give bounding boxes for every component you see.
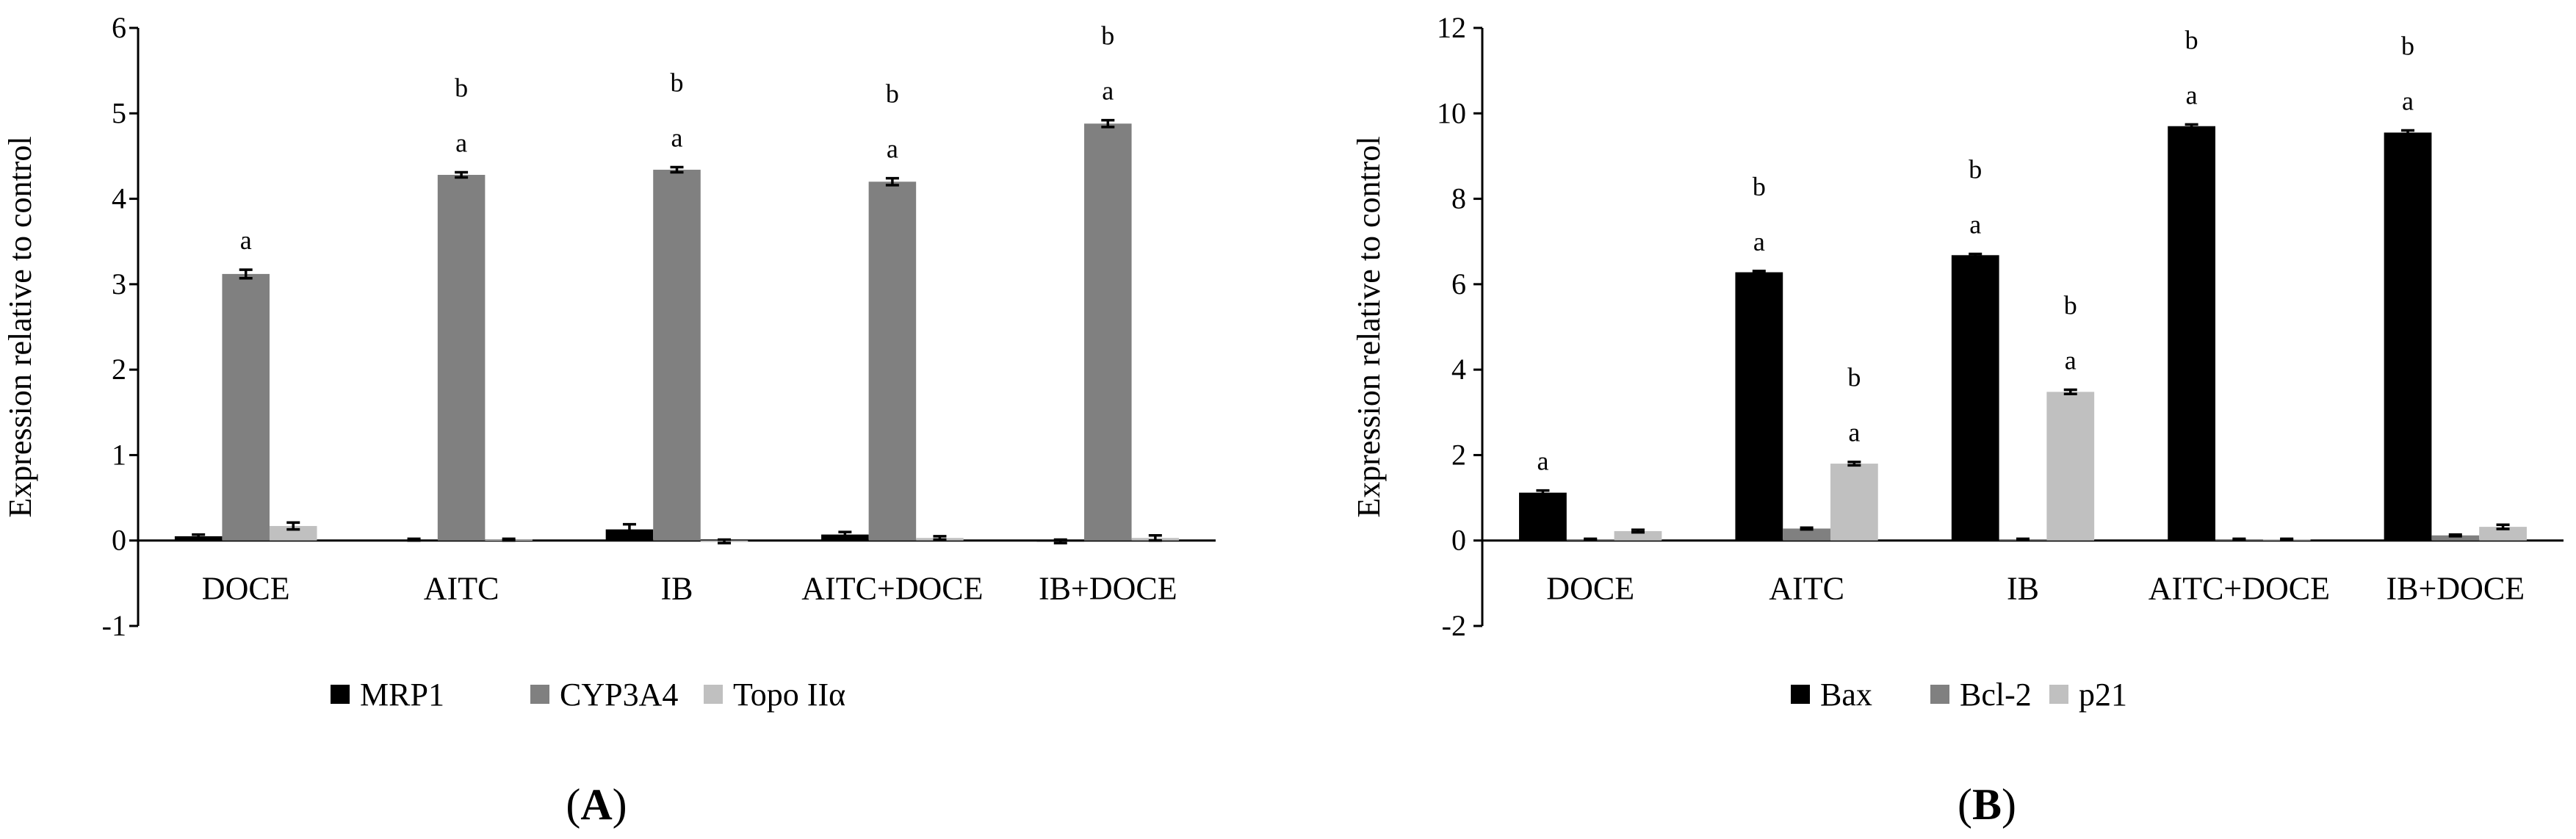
y-tick-label: 12 xyxy=(1437,11,1466,44)
significance-letter: b xyxy=(2064,290,2077,320)
legend-label: CYP3A4 xyxy=(560,677,678,713)
bar-bcl-2 xyxy=(1783,528,1830,541)
bar-p21 xyxy=(1830,464,1878,541)
y-tick-label: 8 xyxy=(1451,182,1466,215)
significance-letter: a xyxy=(2186,80,2198,109)
panel-label-close-paren: ) xyxy=(2002,780,2016,829)
panel-label-letter: B xyxy=(1972,780,2002,829)
x-tick-label: AITC xyxy=(1769,571,1844,607)
panel-label: (A) xyxy=(566,780,627,829)
significance-letter: a xyxy=(455,129,467,158)
bar-bax xyxy=(1735,272,1783,541)
significance-letter: b xyxy=(1847,363,1861,392)
panel-label-open-paren: ( xyxy=(566,780,580,829)
legend-label: Bax xyxy=(1820,677,1872,713)
y-tick-label: 3 xyxy=(112,267,126,300)
significance-letter: b xyxy=(1753,172,1766,201)
bar-topo-ii- xyxy=(269,525,317,541)
significance-letter: a xyxy=(1848,418,1860,447)
bar-cyp3a4 xyxy=(437,175,486,541)
bar-bcl-2 xyxy=(2431,535,2480,541)
bar-cyp3a4 xyxy=(653,170,701,541)
significance-letter: b xyxy=(2401,32,2414,61)
y-tick-label: 0 xyxy=(1451,524,1466,557)
panel-label-close-paren: ) xyxy=(613,780,627,829)
bar-p21 xyxy=(2046,392,2095,541)
legend-label: MRP1 xyxy=(360,677,444,713)
panel-label: (B) xyxy=(1958,780,2016,829)
x-tick-label: IB xyxy=(661,571,693,607)
y-tick-label: -1 xyxy=(102,609,126,642)
significance-letter: a xyxy=(2402,87,2414,116)
bar-bax xyxy=(2384,132,2432,541)
legend-label: p21 xyxy=(2079,677,2127,713)
y-tick-label: 6 xyxy=(1451,267,1466,300)
legend-swatch xyxy=(704,685,723,704)
bar-cyp3a4 xyxy=(1084,123,1132,541)
significance-letter: b xyxy=(455,73,468,103)
significance-letter: a xyxy=(1969,210,1981,240)
significance-letter: a xyxy=(240,226,252,255)
y-tick-label: 2 xyxy=(112,353,126,386)
x-tick-label: AITC+DOCE xyxy=(801,571,983,607)
y-tick-label: 2 xyxy=(1451,438,1466,471)
significance-letter: b xyxy=(1101,21,1114,51)
x-tick-label: DOCE xyxy=(202,571,290,607)
legend-swatch xyxy=(2049,685,2068,704)
significance-letter: b xyxy=(1969,155,1982,184)
y-tick-label: 0 xyxy=(112,524,126,557)
significance-letter: a xyxy=(887,134,898,164)
significance-letter: b xyxy=(2185,25,2198,54)
panel-label-open-paren: ( xyxy=(1958,780,1972,829)
chart-panel-a: -1 0 1 2 3 4 5 6 Expression relative to control a… xyxy=(2,11,1216,829)
bar-p21 xyxy=(1614,530,1662,541)
significance-letter: a xyxy=(1537,447,1548,476)
bar-bax xyxy=(1951,255,1999,541)
significance-letter: a xyxy=(1102,76,1114,106)
x-tick-label: IB+DOCE xyxy=(1039,571,1177,607)
bar-cyp3a4 xyxy=(222,273,270,541)
bar-bax xyxy=(1519,492,1567,541)
y-axis-title: Expression relative to control xyxy=(1351,136,1387,517)
panel-label-letter: A xyxy=(580,780,612,829)
significance-letter: a xyxy=(2065,345,2077,375)
y-tick-label: 1 xyxy=(112,438,126,471)
significance-letter: a xyxy=(1753,227,1765,256)
significance-letter: b xyxy=(886,79,899,109)
significance-letter: b xyxy=(671,68,684,98)
legend-swatch xyxy=(1791,685,1810,704)
y-tick-label: 5 xyxy=(112,96,126,129)
y-tick-label: 6 xyxy=(112,11,126,44)
bar-cyp3a4 xyxy=(868,181,917,541)
significance-letter: a xyxy=(671,123,683,153)
legend-label: Bcl-2 xyxy=(1960,677,2032,713)
legend-swatch xyxy=(331,685,350,704)
legend-swatch xyxy=(530,685,549,704)
y-tick-label: -2 xyxy=(1442,609,1466,642)
x-tick-label: DOCE xyxy=(1546,571,1634,607)
x-tick-label: IB+DOCE xyxy=(2386,571,2525,607)
x-tick-label: AITC+DOCE xyxy=(2149,571,2330,607)
y-tick-label: 10 xyxy=(1437,96,1466,129)
legend-swatch xyxy=(1930,685,1949,704)
chart-panel-b: -2 0 2 4 6 8 10 12 Expression relative to contro… xyxy=(1351,11,2564,829)
y-axis-title: Expression relative to control xyxy=(2,136,38,517)
x-tick-label: AITC xyxy=(424,571,499,607)
bar-bax xyxy=(2168,126,2216,541)
bar-p21 xyxy=(2479,527,2527,541)
y-tick-label: 4 xyxy=(112,182,126,215)
y-tick-label: 4 xyxy=(1451,353,1466,386)
legend-label: Topo IIα xyxy=(733,677,845,713)
x-tick-label: IB xyxy=(2007,571,2039,607)
